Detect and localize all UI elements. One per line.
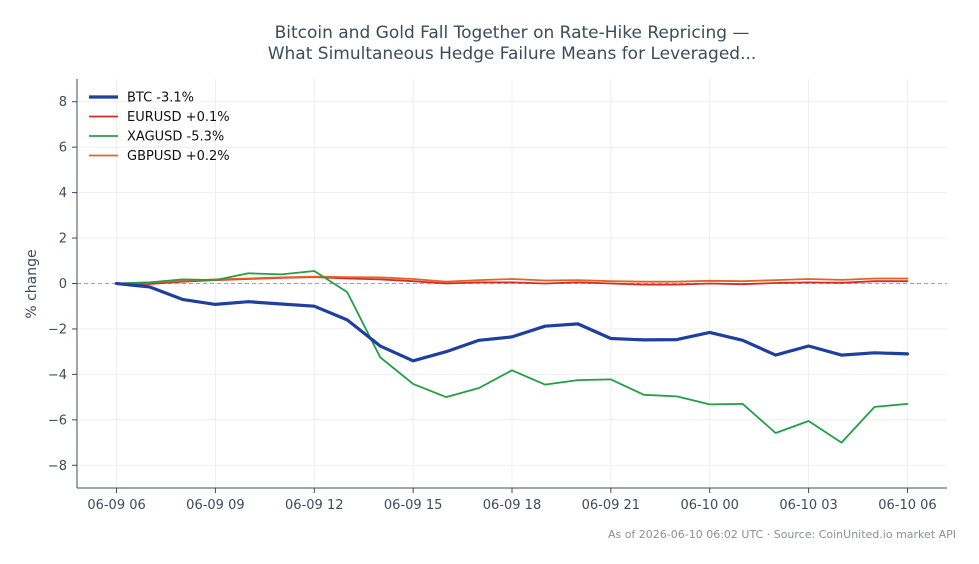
series-line-gbpusd (115, 275, 909, 285)
legend-label-eurusd: EURUSD +0.1% (127, 110, 230, 125)
y-tick-label: −6 (48, 413, 67, 428)
y-tick-label: 8 (59, 95, 67, 110)
chart-title: Bitcoin and Gold Fall Together on Rate-H… (268, 23, 757, 64)
y-tick-label: 2 (59, 232, 67, 247)
y-tick-label: −2 (48, 322, 67, 337)
x-tick-label: 06-09 06 (87, 498, 145, 513)
x-tick-label: 06-10 00 (681, 498, 739, 513)
y-tick-label: 4 (59, 186, 67, 201)
y-tick-label: 0 (59, 277, 67, 292)
legend-label-btc: BTC -3.1% (127, 91, 194, 106)
legend: BTC -3.1% EURUSD +0.1% XAGUSD -5.3% GBPUSD … (89, 91, 230, 164)
y-axis-ticks: −8 −6 −4 −2 0 2 4 6 8 (48, 95, 77, 474)
x-tick-label: 06-09 15 (384, 498, 442, 513)
y-tick-label: −4 (48, 368, 67, 383)
series-lines (114, 270, 910, 444)
chart-title-line-1: Bitcoin and Gold Fall Together on Rate-H… (275, 23, 750, 43)
x-tick-label: 06-09 21 (582, 498, 640, 513)
x-tick-label: 06-09 12 (285, 498, 343, 513)
y-axis-label: % change (24, 249, 40, 318)
x-tick-label: 06-09 09 (186, 498, 244, 513)
x-tick-label: 06-09 18 (483, 498, 541, 513)
y-tick-label: −8 (48, 459, 67, 474)
x-tick-label: 06-10 03 (779, 498, 837, 513)
series-line-xagusd (115, 270, 909, 444)
x-tick-label: 06-10 06 (878, 498, 936, 513)
x-axis-ticks: 06-09 06 06-09 09 06-09 12 06-09 15 06-09 18… (87, 488, 937, 513)
legend-label-xagusd: XAGUSD -5.3% (127, 130, 224, 145)
footer-source: As of 2026-06-10 06:02 UTC · Source: Coi… (608, 528, 956, 541)
series-line-btc (114, 281, 910, 363)
legend-label-gbpusd: GBPUSD +0.2% (127, 149, 230, 164)
chart-title-line-2: What Simultaneous Hedge Failure Means fo… (268, 44, 757, 64)
y-tick-label: 6 (59, 141, 67, 156)
